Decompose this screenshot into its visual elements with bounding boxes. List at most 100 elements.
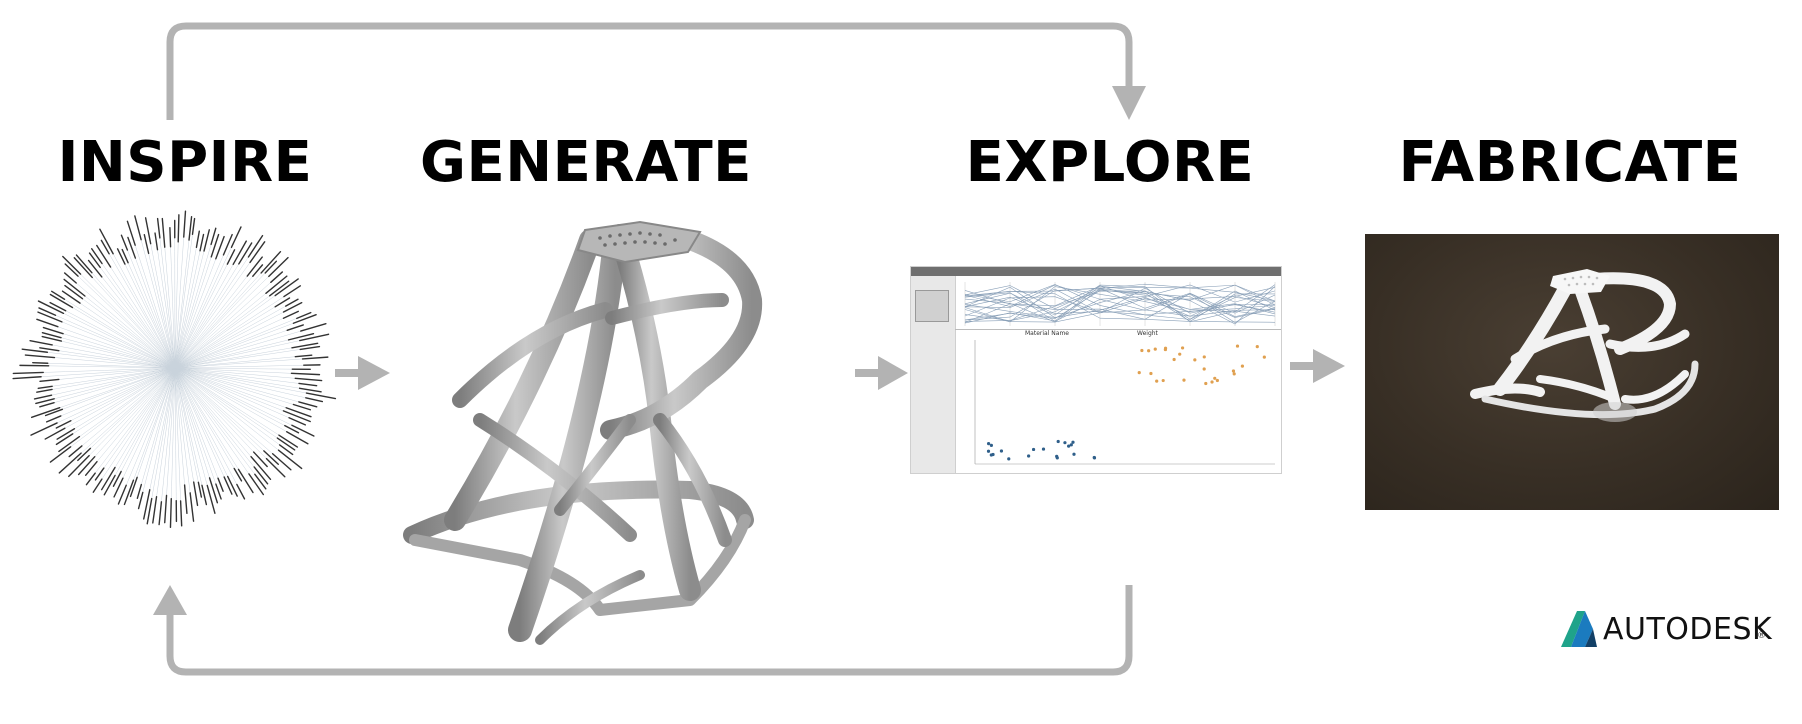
scatter-point[interactable] xyxy=(1232,372,1236,376)
tree-leaf-label xyxy=(210,227,217,246)
tree-leaf-label xyxy=(121,248,129,264)
scatter-point[interactable] xyxy=(1215,378,1219,383)
scatter-point[interactable] xyxy=(1231,369,1236,373)
tree-leaf-label xyxy=(291,342,319,349)
tree-branch xyxy=(174,305,286,369)
tree-branch xyxy=(101,276,176,369)
tree-leaf-label xyxy=(154,232,159,251)
tree-branch xyxy=(108,253,176,369)
scatter-point[interactable] xyxy=(1180,346,1185,350)
tree-branch xyxy=(174,367,307,399)
scatter-point[interactable] xyxy=(1204,381,1208,386)
tree-branch xyxy=(90,367,176,449)
parallel-line xyxy=(964,288,1276,317)
scatter-point[interactable] xyxy=(1163,347,1168,352)
tree-branch xyxy=(174,367,203,486)
tree-leaf-label xyxy=(193,481,199,507)
tree-leaf-label xyxy=(61,290,81,304)
tree-branch xyxy=(51,367,176,387)
tree-leaf-label xyxy=(282,310,299,319)
parallel-line xyxy=(964,292,1276,316)
tree-leaf-label xyxy=(179,500,183,527)
scatter-point[interactable] xyxy=(999,449,1004,453)
scatter-point[interactable] xyxy=(1055,456,1059,460)
tree-leaf-label xyxy=(39,378,60,383)
scatter-point[interactable] xyxy=(1071,440,1075,444)
scatter-point[interactable] xyxy=(1072,452,1076,456)
tree-branch xyxy=(174,358,303,369)
tree-leaf-label xyxy=(50,290,66,300)
scatter-point[interactable] xyxy=(1178,352,1182,356)
tree-branch xyxy=(174,367,255,468)
tree-branch xyxy=(72,367,176,435)
scatter-point[interactable] xyxy=(1182,378,1186,382)
scatter-point[interactable] xyxy=(1007,457,1011,461)
scatter-point[interactable] xyxy=(1137,370,1141,375)
scatter-point[interactable] xyxy=(1056,439,1060,444)
tree-leaf-label xyxy=(253,466,269,485)
tree-leaf-label xyxy=(136,483,143,500)
tree-leaf-label xyxy=(296,311,312,320)
scatter-point[interactable] xyxy=(986,442,991,446)
scatter-point[interactable] xyxy=(1210,380,1214,384)
design-thumbnail[interactable] xyxy=(915,290,949,322)
tree-branch xyxy=(40,367,176,378)
scatter-point[interactable] xyxy=(1202,355,1206,359)
tree-leaf-label xyxy=(264,260,278,274)
scatter-point[interactable] xyxy=(1202,367,1206,371)
scatter-point[interactable] xyxy=(1069,443,1073,447)
title-inspire: INSPIRE xyxy=(57,130,313,195)
tree-leaf-label xyxy=(226,249,236,265)
scatter-point[interactable] xyxy=(1172,357,1176,362)
scatter-point[interactable] xyxy=(1149,371,1153,376)
parallel-line xyxy=(964,291,1276,322)
y-field-select[interactable]: Weight xyxy=(1137,330,1158,337)
tree-leaf-label xyxy=(42,326,64,335)
scatter-plot xyxy=(974,340,1275,465)
scatter-point[interactable] xyxy=(1027,454,1031,458)
tree-branch xyxy=(58,367,176,380)
scatter-point[interactable] xyxy=(1092,455,1096,460)
tree-branch xyxy=(94,367,176,474)
tree-leaf-label xyxy=(33,394,53,400)
tree-branch xyxy=(149,367,176,491)
tree-branch xyxy=(174,367,256,475)
tree-leaf-label xyxy=(84,460,98,476)
scatter-point[interactable] xyxy=(989,443,993,447)
scatter-point[interactable] xyxy=(991,452,995,457)
tree-branch xyxy=(75,282,176,369)
tree-leaf-label xyxy=(117,484,127,505)
tree-leaf-label xyxy=(73,257,93,279)
tree-leaf-label xyxy=(249,241,266,264)
scatter-point[interactable] xyxy=(1153,347,1157,351)
scatter-point[interactable] xyxy=(1161,378,1165,383)
tree-leaf-label xyxy=(305,397,324,403)
scatter-point[interactable] xyxy=(1140,348,1144,353)
tree-branch xyxy=(79,302,176,369)
tree-leaf-label xyxy=(143,233,150,255)
scatter-point[interactable] xyxy=(1063,441,1067,445)
tree-leaf-label xyxy=(30,422,58,436)
scatter-point[interactable] xyxy=(1262,355,1266,359)
scatter-point[interactable] xyxy=(1147,349,1151,353)
scatter-point[interactable] xyxy=(1255,345,1259,349)
scatter-point[interactable] xyxy=(1193,358,1197,362)
tree-leaf-label xyxy=(183,484,188,515)
tree-leaf-label xyxy=(268,280,290,297)
scatter-point[interactable] xyxy=(1041,447,1046,451)
explore-app-screenshot: Material Name Weight xyxy=(910,266,1282,474)
scatter-point[interactable] xyxy=(1213,376,1217,380)
scatter-point[interactable] xyxy=(1031,447,1036,452)
tree-leaf-label xyxy=(146,497,153,525)
tree-branch xyxy=(174,367,293,426)
scatter-point[interactable] xyxy=(1155,379,1159,383)
x-field-select[interactable]: Material Name xyxy=(1025,330,1069,337)
scatter-point[interactable] xyxy=(1067,444,1071,448)
parallel-line xyxy=(964,289,1276,322)
scatter-point[interactable] xyxy=(1240,364,1245,368)
tree-branch xyxy=(174,367,235,469)
tree-branch xyxy=(64,299,176,369)
scatter-point[interactable] xyxy=(1235,344,1240,348)
scatter-point[interactable] xyxy=(986,449,991,453)
